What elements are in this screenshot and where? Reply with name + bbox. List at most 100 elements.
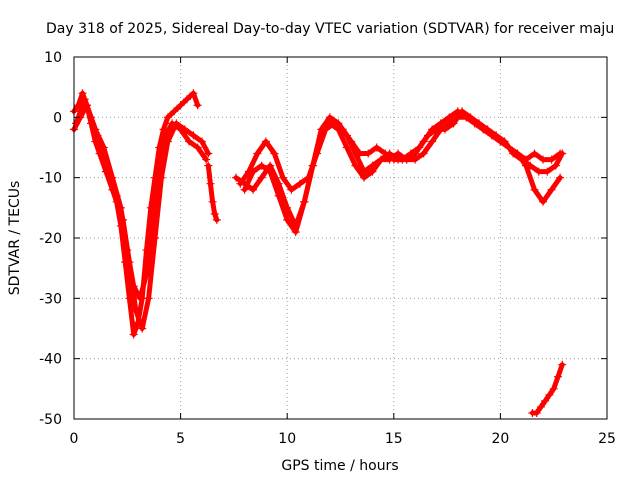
data-point (193, 143, 202, 152)
x-tick-label: 15 (385, 431, 403, 447)
data-point (558, 360, 567, 369)
data-point (208, 197, 217, 206)
data-point (436, 119, 445, 128)
series-track (242, 108, 563, 235)
data-point (240, 185, 249, 194)
data-point (155, 167, 164, 176)
data-point (355, 149, 364, 158)
axis-ticks (73, 56, 608, 420)
series-track-c (70, 101, 211, 303)
series-track (205, 163, 220, 223)
data-point (526, 161, 535, 170)
data-point (116, 203, 125, 212)
data-point (274, 191, 283, 200)
data-point (142, 270, 151, 279)
data-point (212, 215, 221, 224)
data-point (317, 131, 326, 140)
data-point (163, 113, 172, 122)
data-series (70, 89, 567, 417)
data-point (462, 113, 471, 122)
data-point (359, 173, 368, 182)
data-point (347, 137, 356, 146)
data-point (470, 119, 479, 128)
data-point (249, 167, 258, 176)
data-point (189, 131, 198, 140)
series-track-g (240, 107, 565, 236)
data-point (210, 209, 219, 218)
data-point (419, 149, 428, 158)
data-point (308, 161, 317, 170)
data-point (534, 167, 543, 176)
chart-title: Day 318 of 2025, Sidereal Day-to-day VTE… (46, 21, 614, 37)
data-point (496, 137, 505, 146)
data-point (257, 173, 266, 182)
data-point (440, 125, 449, 134)
grid-lines (74, 57, 607, 419)
data-point (372, 143, 381, 152)
data-point (536, 402, 545, 411)
data-point (551, 161, 560, 170)
data-point (193, 101, 202, 110)
data-point (351, 161, 360, 170)
data-point (556, 173, 565, 182)
data-point (266, 167, 275, 176)
y-tick-label: -40 (39, 352, 62, 368)
data-point (123, 246, 132, 255)
data-point (129, 282, 138, 291)
data-point (543, 167, 552, 176)
data-point (549, 384, 558, 393)
data-point (108, 173, 117, 182)
data-point (445, 113, 454, 122)
data-point (539, 155, 548, 164)
data-point (278, 173, 287, 182)
data-point (176, 125, 185, 134)
data-point (553, 372, 562, 381)
data-point (368, 167, 377, 176)
data-point (428, 137, 437, 146)
data-point (257, 161, 266, 170)
data-point (249, 185, 258, 194)
data-point (232, 173, 241, 182)
y-tick-labels: -50 -40 -30 -20 -10 0 10 (39, 50, 62, 428)
series-track-d (204, 161, 221, 224)
data-point (479, 125, 488, 134)
data-point (513, 149, 522, 158)
data-point (189, 89, 198, 98)
data-point (182, 95, 191, 104)
data-point (204, 149, 213, 158)
data-point (539, 197, 548, 206)
data-point (99, 143, 108, 152)
data-point (530, 149, 539, 158)
data-point (185, 137, 194, 146)
x-axis-label: GPS time / hours (281, 458, 398, 474)
y-tick-label: -10 (39, 171, 62, 187)
data-point (541, 396, 550, 405)
data-point (197, 137, 206, 146)
data-point (161, 131, 170, 140)
data-point (78, 89, 87, 98)
y-tick-label: 0 (53, 110, 62, 126)
x-tick-label: 5 (176, 431, 185, 447)
data-point (394, 155, 403, 164)
data-point (204, 161, 213, 170)
data-point (144, 294, 153, 303)
data-point (202, 155, 211, 164)
data-point (411, 149, 420, 158)
data-point (295, 179, 304, 188)
data-point (131, 306, 140, 315)
y-tick-label: -20 (39, 231, 62, 247)
x-tick-label: 0 (70, 431, 79, 447)
data-point (428, 125, 437, 134)
data-point (236, 179, 245, 188)
data-point (253, 149, 262, 158)
data-point (283, 215, 292, 224)
data-point (270, 149, 279, 158)
data-point (129, 330, 138, 339)
data-point (342, 143, 351, 152)
data-point (168, 119, 177, 128)
data-point (449, 119, 458, 128)
x-tick-label: 25 (598, 431, 616, 447)
data-point (377, 155, 386, 164)
x-tick-label: 10 (278, 431, 296, 447)
